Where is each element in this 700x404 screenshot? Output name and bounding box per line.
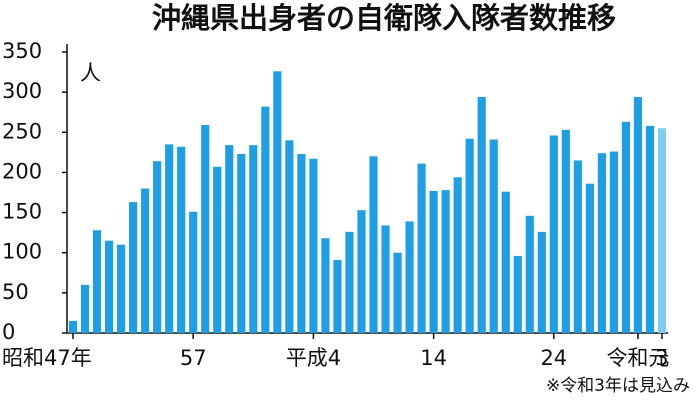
x-tick-label: 14 xyxy=(420,346,447,370)
bar xyxy=(80,284,90,333)
x-tick-label: 3 xyxy=(655,346,668,370)
bar xyxy=(405,221,414,333)
bar xyxy=(513,255,522,333)
bar xyxy=(381,225,390,333)
bar xyxy=(129,202,138,333)
chart-title: 沖縄県出身者の自衛隊入隊者数推移 xyxy=(152,1,616,35)
bar xyxy=(597,153,606,333)
bar xyxy=(297,153,306,333)
bar xyxy=(68,320,78,333)
bar xyxy=(237,153,246,333)
bar xyxy=(441,190,450,333)
bar xyxy=(201,125,210,333)
bar xyxy=(321,238,330,333)
bar xyxy=(537,231,546,333)
bar xyxy=(585,183,594,333)
bar xyxy=(489,139,498,333)
y-unit: 人 xyxy=(80,61,101,85)
bar xyxy=(453,177,462,333)
x-tick-label: 平成4 xyxy=(286,346,341,370)
bar xyxy=(609,151,618,333)
y-tick-label: 350 xyxy=(2,39,42,63)
bar xyxy=(249,145,258,333)
bar xyxy=(141,188,150,333)
bar xyxy=(369,156,378,333)
x-tick-label: 昭和47年 xyxy=(2,346,92,370)
y-tick-label: 200 xyxy=(2,159,42,183)
x-tick-label: 令和元 xyxy=(606,346,669,370)
bar xyxy=(465,138,474,333)
bar xyxy=(429,190,438,333)
bar xyxy=(561,129,570,333)
bar xyxy=(501,191,510,333)
bar xyxy=(261,106,270,333)
y-tick-label: 150 xyxy=(2,200,42,224)
bar xyxy=(645,125,655,333)
bar xyxy=(117,244,126,333)
bar xyxy=(549,135,558,333)
y-tick-label: 0 xyxy=(2,320,15,344)
bar xyxy=(333,259,342,333)
bar xyxy=(189,211,198,333)
bar xyxy=(573,160,582,333)
bar xyxy=(525,215,534,333)
bar xyxy=(225,145,234,333)
bar xyxy=(357,210,366,333)
bar xyxy=(477,96,486,334)
bar xyxy=(309,158,318,333)
bar xyxy=(417,163,426,333)
bar xyxy=(345,231,354,333)
bar xyxy=(153,161,162,333)
bar xyxy=(621,121,631,333)
note: ※令和3年は見込み xyxy=(546,376,690,396)
y-tick-label: 300 xyxy=(2,79,42,103)
bar xyxy=(393,252,402,333)
x-tick-label: 24 xyxy=(540,346,567,370)
bar xyxy=(165,144,174,333)
y-tick-label: 50 xyxy=(2,280,29,304)
bar xyxy=(657,128,667,333)
bar xyxy=(633,96,643,334)
y-tick-label: 100 xyxy=(2,240,42,264)
bar xyxy=(177,146,186,333)
bar xyxy=(273,71,282,334)
bar xyxy=(213,166,222,333)
y-tick-label: 250 xyxy=(2,119,42,143)
bar xyxy=(285,140,294,333)
bar xyxy=(92,230,102,333)
bar xyxy=(104,240,114,333)
x-tick-label: 57 xyxy=(180,346,207,370)
